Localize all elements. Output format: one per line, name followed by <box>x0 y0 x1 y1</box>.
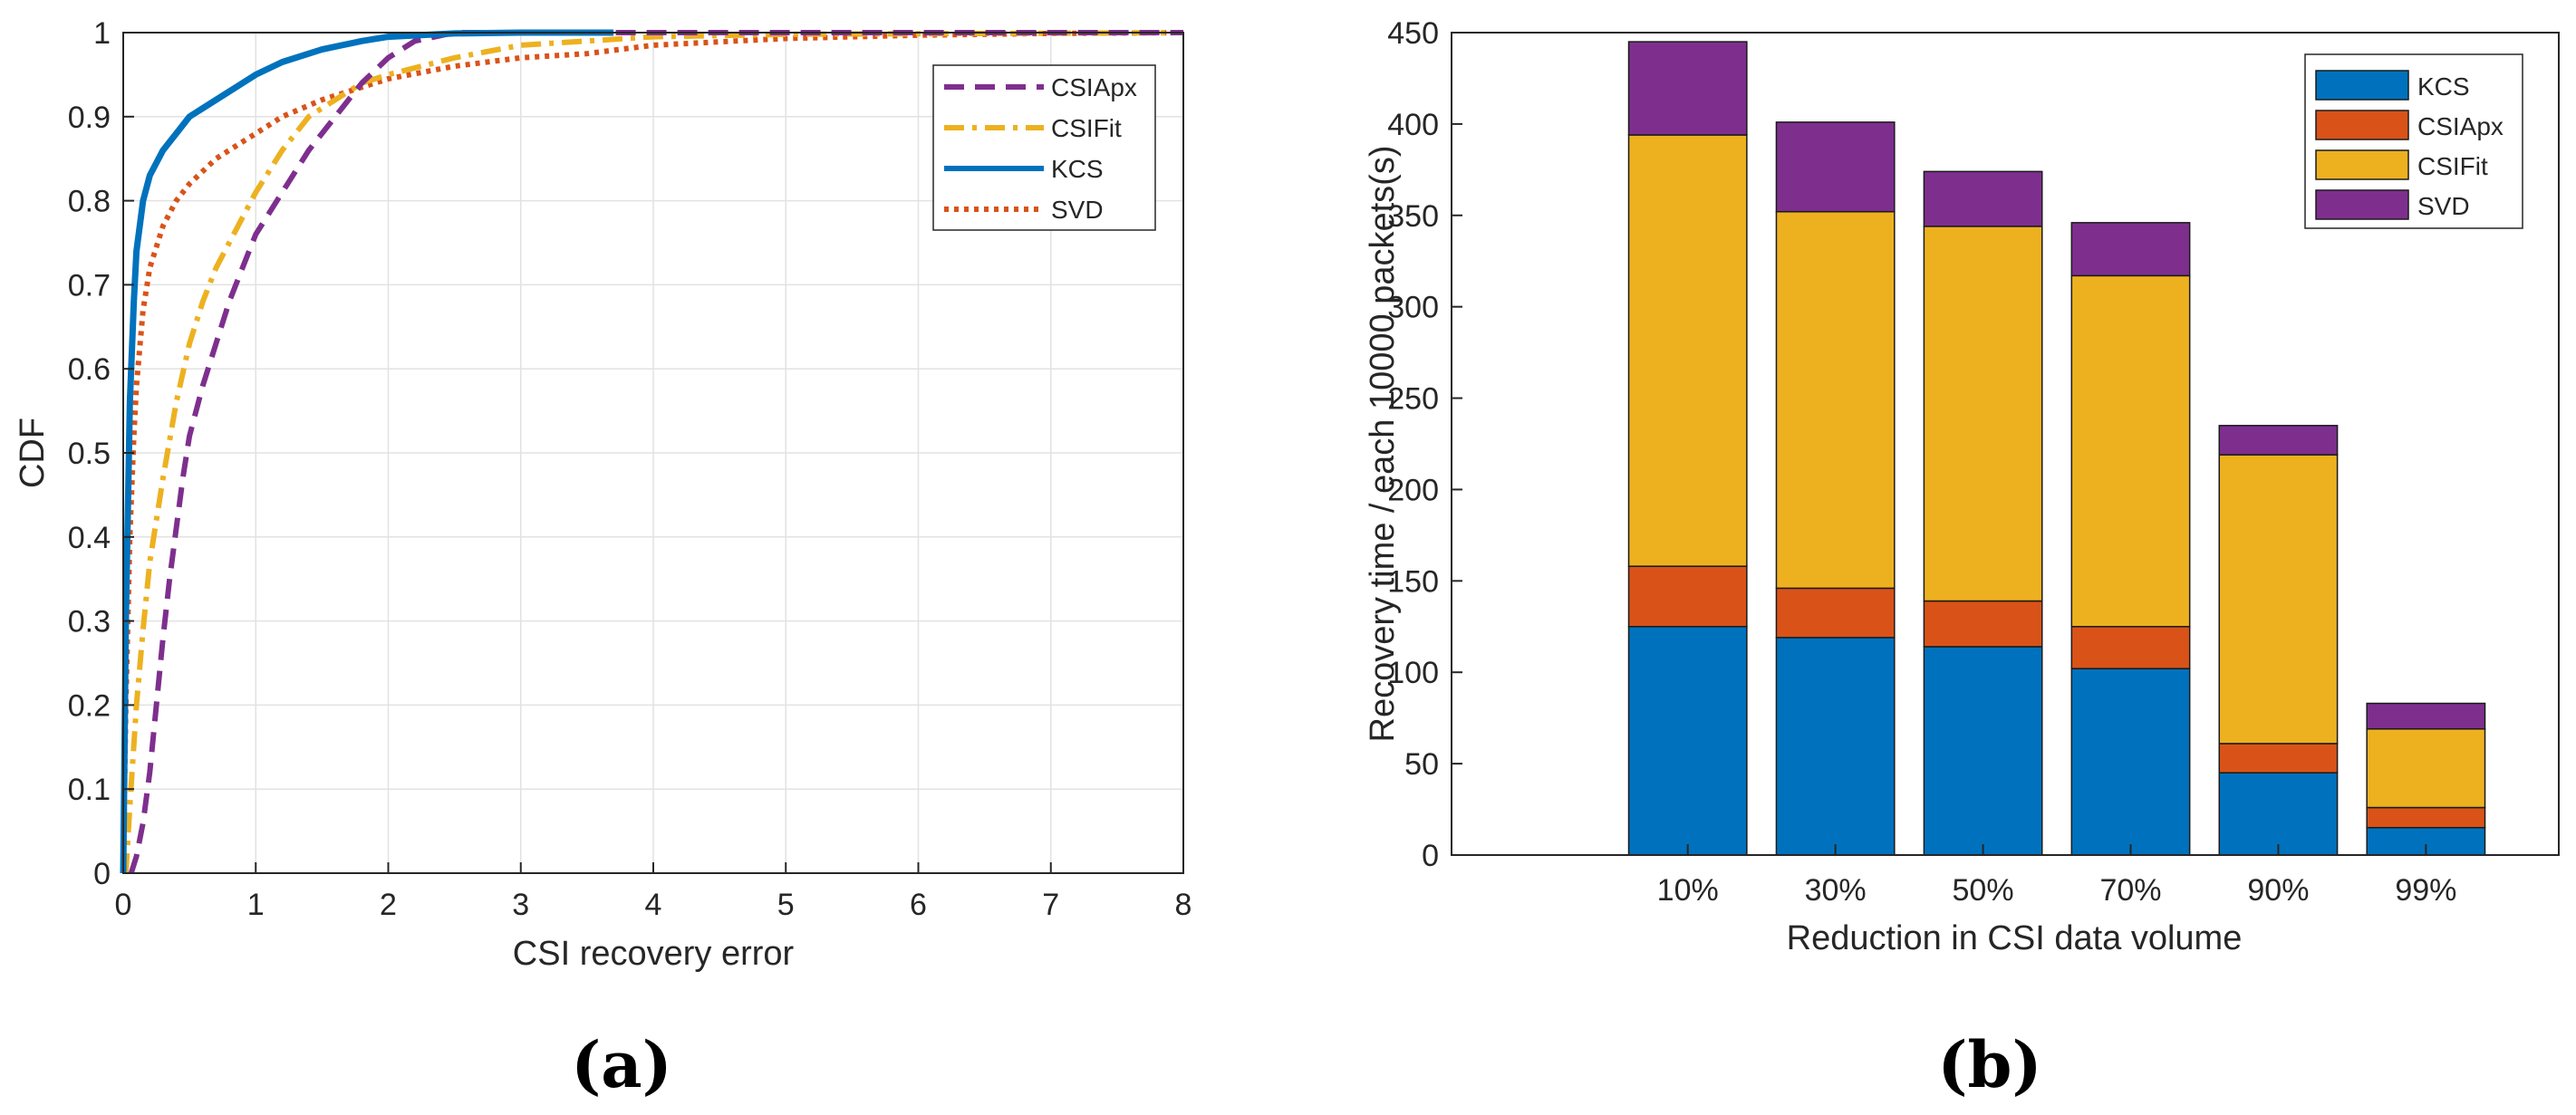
bar-x-tick-label: 70% <box>2099 873 2161 908</box>
bar-x-tick-label: 30% <box>1805 873 1867 908</box>
cdf-y-tick-label: 0.3 <box>68 605 111 639</box>
bar-y-tick-label: 150 <box>1387 564 1439 599</box>
bar-svd-70pct <box>2070 222 2191 277</box>
bar-y-tick-label: 250 <box>1387 382 1439 417</box>
stacked-bar-chart: 10% 30% 50% 70% 90% 99% 0 50 100 150 200 250 300 350… <box>1364 16 2560 957</box>
cdf-grid <box>123 33 1183 873</box>
bar-legend-swatch-svd <box>2315 189 2409 220</box>
cdf-x-tick-label: 6 <box>910 888 927 922</box>
bar-csifit-99pct <box>2366 728 2486 809</box>
bar-csiapx-30pct <box>1775 587 1896 639</box>
cdf-legend-label-csiapx: CSIApx <box>1051 73 1137 101</box>
cdf-y-tick-label: 1 <box>93 16 111 51</box>
bar-legend: KCS CSIApx CSIFit SVD <box>2304 53 2523 229</box>
panel-label-a: (a) <box>571 1027 672 1102</box>
cdf-y-tick-label: 0 <box>93 857 111 891</box>
cdf-y-tick-label: 0.9 <box>68 101 111 135</box>
bar-x-tick-label: 99% <box>2395 873 2456 908</box>
bar-csifit-30pct <box>1775 210 1896 590</box>
bar-y-tick-label: 400 <box>1387 108 1439 142</box>
bar-y-ticks: 0 50 100 150 200 250 300 350 400 450 <box>1387 16 1462 873</box>
bar-y-tick-label: 0 <box>1422 839 1439 873</box>
bar-csifit-90pct <box>2218 454 2339 745</box>
bar-kcs-10pct <box>1627 626 1748 856</box>
cdf-y-tick-label: 0.5 <box>68 437 111 471</box>
bar-y-tick-label: 300 <box>1387 291 1439 325</box>
cdf-x-tick-label: 7 <box>1042 888 1059 922</box>
bar-csifit-50pct <box>1923 226 2043 602</box>
cdf-x-tick-label: 1 <box>247 888 265 922</box>
cdf-x-tick-label: 5 <box>777 888 795 922</box>
cdf-series-lines <box>120 29 1184 874</box>
cdf-legend-label-csifit: CSIFit <box>1051 114 1122 142</box>
bar-y-tick-label: 100 <box>1387 656 1439 690</box>
bar-csifit-70pct <box>2070 274 2191 628</box>
bar-legend-label-kcs: KCS <box>2417 72 2470 101</box>
cdf-y-tick-label: 0.7 <box>68 268 111 303</box>
cdf-legend-box <box>932 64 1156 231</box>
bar-y-tick-label: 200 <box>1387 473 1439 507</box>
cdf-line-csifit <box>122 30 1184 874</box>
bar-csiapx-99pct <box>2366 806 2486 829</box>
bar-legend-swatch-csiapx <box>2315 110 2409 140</box>
cdf-y-tick-label: 0.1 <box>68 773 111 807</box>
bar-y-tick-label: 50 <box>1404 747 1439 782</box>
bar-svd-50pct <box>1923 170 2043 227</box>
bar-x-axis-label: Reduction in CSI data volume <box>1787 919 2243 957</box>
bar-csiapx-90pct <box>2218 743 2339 774</box>
bar-csiapx-10pct <box>1627 565 1748 628</box>
cdf-x-tick-label: 2 <box>380 888 397 922</box>
cdf-x-tick-label: 3 <box>512 888 529 922</box>
bar-y-tick-label: 350 <box>1387 199 1439 234</box>
bar-kcs-50pct <box>1923 646 2043 856</box>
bar-csiapx-70pct <box>2070 626 2191 669</box>
cdf-y-axis-label: CDF <box>14 418 52 488</box>
cdf-legend: CSIApx CSIFit KCS SVD <box>932 64 1156 231</box>
cdf-y-tick-label: 0.2 <box>68 688 111 723</box>
bar-svd-99pct <box>2366 702 2486 730</box>
bar-legend-label-csiapx: CSIApx <box>2417 112 2504 140</box>
bar-kcs-90pct <box>2218 772 2339 856</box>
cdf-x-ticks: 0 1 2 3 4 5 6 7 8 <box>115 862 1192 922</box>
cdf-x-tick-label: 8 <box>1175 888 1192 922</box>
bar-legend-swatch-csifit <box>2315 149 2409 180</box>
bar-csiapx-50pct <box>1923 600 2043 648</box>
cdf-y-ticks: 0 0.1 0.2 0.3 0.4 0.5 0.6 0.7 0.8 0.9 1 <box>68 16 134 891</box>
bar-svd-30pct <box>1775 121 1896 213</box>
bar-legend-label-svd: SVD <box>2417 192 2470 220</box>
bar-y-axis-label: Recovery time / each 10000 packets(s) <box>1364 146 1402 743</box>
cdf-y-tick-label: 0.6 <box>68 352 111 387</box>
cdf-x-tick-label: 0 <box>115 888 132 922</box>
bar-svd-90pct <box>2218 425 2339 456</box>
cdf-line-kcs <box>120 29 614 874</box>
bar-legend-swatch-kcs <box>2315 70 2409 101</box>
cdf-legend-label-svd: SVD <box>1051 196 1104 224</box>
bar-svd-10pct <box>1627 41 1748 136</box>
cdf-x-tick-label: 4 <box>645 888 662 922</box>
cdf-legend-label-kcs: KCS <box>1051 155 1104 183</box>
bar-y-tick-label: 450 <box>1387 16 1439 51</box>
stacked-bars <box>1627 41 2486 856</box>
bar-x-tick-label: 10% <box>1657 873 1719 908</box>
bar-x-tick-label: 90% <box>2247 873 2309 908</box>
cdf-x-axis-label: CSI recovery error <box>513 935 795 973</box>
cdf-y-tick-label: 0.4 <box>68 521 111 555</box>
bar-kcs-30pct <box>1775 637 1896 856</box>
bar-kcs-70pct <box>2070 668 2191 856</box>
bar-legend-label-csifit: CSIFit <box>2417 152 2488 180</box>
bar-x-tick-label: 50% <box>1953 873 2014 908</box>
bar-csifit-10pct <box>1627 134 1748 567</box>
cdf-line-csiapx <box>128 30 1183 874</box>
panel-label-b: (b) <box>1937 1027 2041 1102</box>
cdf-y-tick-label: 0.8 <box>68 185 111 219</box>
bar-axes-box <box>1451 32 2560 856</box>
bar-x-ticks: 10% 30% 50% 70% 90% 99% <box>1657 844 2456 908</box>
